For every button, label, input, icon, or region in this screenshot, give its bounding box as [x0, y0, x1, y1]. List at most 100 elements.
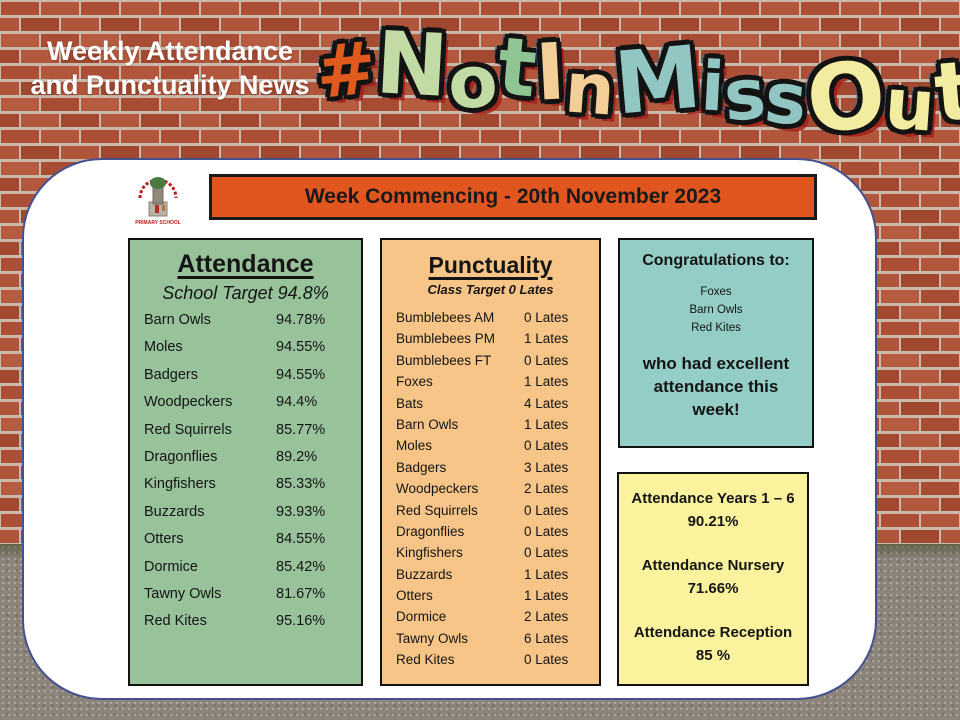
congratulations-message: who had excellent attendance this week! [642, 354, 790, 420]
class-name: Bumblebees AM [396, 310, 495, 325]
class-name: Moles [396, 438, 433, 454]
page-title-line2: and Punctuality News [30, 70, 310, 100]
attendance-value: 85.33% [276, 476, 326, 493]
class-name: Barn Owls [396, 416, 459, 432]
punctuality-row: Dragonflies 0 Lates [396, 524, 589, 545]
lates-value: 1 Lates [524, 416, 569, 432]
attendance-value: 89.2% [276, 448, 318, 465]
attendance-row: Barn Owls 94.78% [144, 312, 351, 339]
class-name: Otters [144, 531, 184, 548]
lates-value: 1 Lates [524, 331, 569, 347]
punctuality-row: Bats 4 Lates [396, 396, 589, 417]
attendance-target: School Target 94.8% [162, 283, 329, 303]
congratulations-classes: Foxes Barn Owls Red Kites [630, 284, 802, 337]
class-name: Badgers [396, 459, 447, 475]
attendance-row: Kingfishers 85.33% [144, 476, 351, 503]
class-name: Tawny Owls [144, 585, 222, 602]
logo-letter: O [801, 40, 891, 155]
attendance-row: Buzzards 93.93% [144, 504, 351, 531]
lates-value: 1 Lates [524, 374, 569, 390]
attendance-value: 85.42% [276, 558, 326, 575]
punctuality-row: Woodpeckers 2 Lates [396, 481, 589, 502]
notinmissout-logo: # N o t I n M i s s O u t [312, 8, 960, 158]
punctuality-target: Class Target 0 Lates [427, 282, 554, 297]
summary-panel: Attendance Years 1 – 6 90.21% Attendance… [617, 472, 809, 686]
school-logo: PRIMARY SCHOOL [135, 177, 181, 226]
class-name: Dormice [396, 609, 447, 625]
lates-value: 2 Lates [524, 481, 569, 497]
summary-value: 71.66% [687, 579, 739, 597]
class-name: Bats [396, 395, 424, 411]
attendance-value: 94.78% [276, 312, 326, 328]
class-name: Kingfishers [144, 476, 216, 493]
lates-value: 1 Lates [524, 566, 569, 582]
punctuality-row: Dormice 2 Lates [396, 609, 589, 630]
summary-value: 90.21% [687, 512, 739, 530]
lates-value: 0 Lates [524, 310, 569, 325]
class-name: Moles [144, 339, 183, 356]
logo-letter: M [610, 27, 705, 135]
class-name: Otters [396, 588, 433, 604]
attendance-row: Dormice 85.42% [144, 559, 351, 586]
class-name: Woodpeckers [144, 394, 233, 411]
attendance-value: 94.4% [276, 394, 318, 411]
class-name: Woodpeckers [396, 481, 479, 497]
attendance-row: Red Kites 95.16% [144, 613, 351, 640]
logo-letter: N [373, 13, 451, 117]
logo-letter: s [721, 52, 769, 138]
lates-value: 0 Lates [524, 438, 569, 454]
page-title-line1: Weekly Attendance [46, 36, 294, 66]
lates-value: 0 Lates [524, 545, 569, 561]
lates-value: 2 Lates [524, 609, 569, 625]
punctuality-row: Red Kites 0 Lates [396, 652, 589, 673]
logo-letter: t [493, 19, 541, 116]
punctuality-row: Bumblebees PM 1 Lates [396, 331, 589, 352]
attendance-value: 81.67% [276, 585, 326, 602]
attendance-value: 85.77% [276, 421, 326, 438]
lates-value: 3 Lates [524, 459, 569, 475]
page-title: Weekly Attendance and Punctuality News [18, 34, 322, 102]
attendance-value: 94.55% [276, 339, 326, 356]
attendance-value: 84.55% [276, 531, 326, 548]
week-banner: Week Commencing - 20th November 2023 [209, 174, 817, 220]
class-name: Kingfishers [396, 545, 463, 561]
punctuality-row: Tawny Owls 6 Lates [396, 631, 589, 652]
logo-letter: o [445, 38, 501, 126]
class-name: Dormice [144, 558, 198, 575]
punctuality-row: Otters 1 Lates [396, 588, 589, 609]
class-name: Buzzards [396, 566, 453, 582]
attendance-rows: Barn Owls 94.78% Moles 94.55% Badgers 94.55… [144, 312, 351, 641]
attendance-value: 95.16% [276, 613, 326, 630]
congratulated-class: Foxes [700, 286, 732, 298]
attendance-row: Otters 84.55% [144, 531, 351, 558]
class-name: Red Squirrels [144, 421, 232, 438]
class-name: Foxes [396, 374, 433, 390]
logo-letter: s [761, 56, 811, 142]
logo-letter: t [931, 43, 960, 142]
punctuality-row: Bumblebees AM 0 Lates [396, 310, 589, 331]
punctuality-row: Foxes 1 Lates [396, 374, 589, 395]
class-name: Red Kites [396, 652, 455, 668]
summary-value: 85 % [695, 646, 731, 664]
logo-letter: I [533, 27, 568, 119]
punctuality-row: Kingfishers 0 Lates [396, 545, 589, 566]
punctuality-title: Punctuality [428, 252, 553, 278]
attendance-row: Dragonflies 89.2% [144, 449, 351, 476]
congratulations-heading: Congratulations to: [642, 252, 790, 269]
summary-item: Attendance Reception 85 % [625, 622, 801, 667]
class-name: Tawny Owls [396, 630, 469, 646]
attendance-title: Attendance [177, 250, 314, 278]
attendance-row: Tawny Owls 81.67% [144, 586, 351, 613]
class-name: Bumblebees FT [396, 352, 492, 368]
logo-letter: u [882, 62, 939, 148]
class-name: Dragonflies [144, 448, 218, 465]
congratulated-class: Red Kites [691, 321, 741, 334]
logo-letter: n [562, 46, 618, 132]
class-name: Red Kites [144, 613, 207, 630]
punctuality-row: Moles 0 Lates [396, 438, 589, 459]
school-logo-caption: PRIMARY SCHOOL [135, 220, 181, 226]
summary-label: Attendance Reception [633, 624, 793, 641]
week-banner-text: Week Commencing - 20th November 2023 [304, 185, 722, 208]
class-name: Barn Owls [144, 312, 211, 328]
